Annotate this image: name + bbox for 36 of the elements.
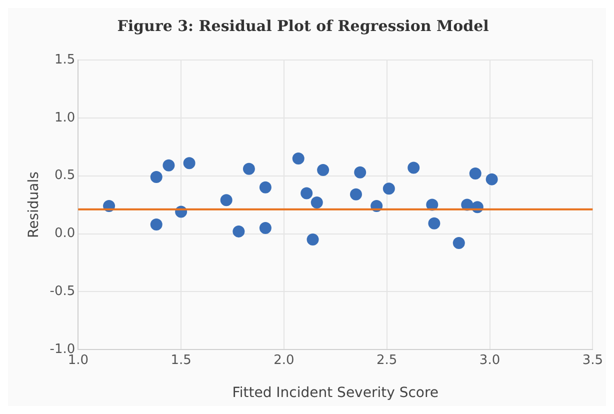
point xyxy=(259,222,272,234)
point xyxy=(350,188,362,200)
point xyxy=(306,234,319,246)
y-axis-title: Residuals xyxy=(26,172,42,238)
point xyxy=(259,181,272,194)
x-tick-label: 3.5 xyxy=(582,352,604,368)
point xyxy=(382,182,395,195)
x-tick-label: 1.0 xyxy=(68,352,89,368)
point xyxy=(452,237,465,250)
point xyxy=(220,194,232,206)
point xyxy=(242,162,255,175)
y-tick-label: 1.5 xyxy=(54,52,76,68)
point xyxy=(469,168,482,180)
y-tick-label: 1.0 xyxy=(54,110,76,126)
chart-title: Figure 3: Residual Plot of Regression Model xyxy=(117,16,490,35)
point xyxy=(232,225,245,238)
point xyxy=(150,171,162,183)
point xyxy=(150,218,162,230)
point xyxy=(408,162,420,174)
point xyxy=(486,173,498,186)
point xyxy=(428,217,440,230)
point xyxy=(183,157,196,170)
x-tick-label: 3.0 xyxy=(479,352,500,368)
y-tick-label: 0.0 xyxy=(54,226,76,242)
point xyxy=(162,159,175,172)
point xyxy=(292,152,304,164)
x-tick-label: 2.5 xyxy=(376,352,398,368)
x-axis-title: Fitted Incident Severity Score xyxy=(232,385,439,402)
x-tick-label: 2.0 xyxy=(274,352,294,368)
point xyxy=(310,196,323,208)
y-tick-label: -0.5 xyxy=(50,284,76,300)
point xyxy=(354,166,366,178)
point xyxy=(317,164,330,176)
point xyxy=(300,187,313,200)
x-tick-label: 1.5 xyxy=(170,352,192,368)
y-tick-label: 0.5 xyxy=(54,168,76,184)
